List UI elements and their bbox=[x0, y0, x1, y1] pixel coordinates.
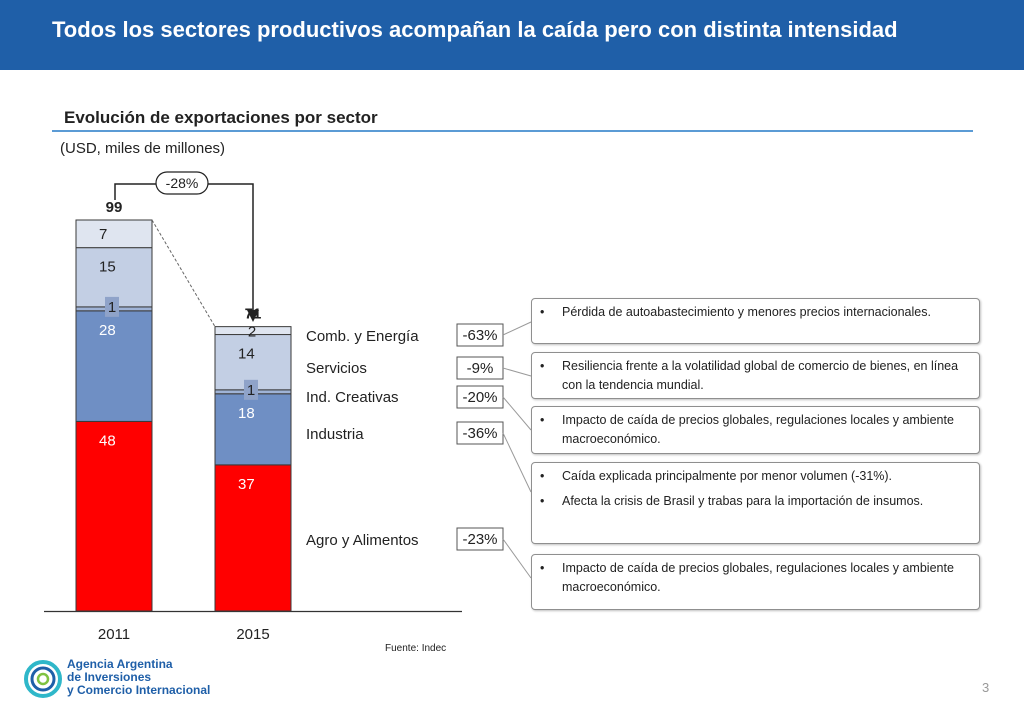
header-bar: Todos los sectores productivos acompañan… bbox=[0, 0, 1024, 70]
note-text: Pérdida de autoabastecimiento y menores … bbox=[562, 305, 931, 319]
category-label-2015: 2015 bbox=[236, 626, 269, 643]
bar-energia-2011 bbox=[75, 219, 153, 249]
change-label-agro: -23% bbox=[462, 531, 497, 548]
page-number: 3 bbox=[982, 680, 990, 695]
bullet-dot: • bbox=[540, 305, 545, 319]
slide-title: Todos los sectores productivos acompañan… bbox=[52, 17, 898, 42]
value-label-creativas-2011: 1 bbox=[108, 299, 116, 316]
note-text: Impacto de caída de precios globales, re… bbox=[562, 413, 954, 446]
value-label-industria-2015: 18 bbox=[238, 405, 255, 422]
note-connector-agro bbox=[502, 538, 532, 579]
logo-line-1: Agencia Argentina bbox=[67, 657, 173, 671]
note-bullet: • Pérdida de autoabastecimiento y menores… bbox=[540, 303, 971, 322]
note-bullet: • Caída explicada principalmente por meno… bbox=[540, 467, 971, 486]
note-connector-servicios bbox=[502, 367, 532, 377]
change-label-servicios: -9% bbox=[467, 360, 494, 377]
bar-industria-2011 bbox=[75, 310, 153, 422]
value-label-energia-2015: 2 bbox=[248, 324, 256, 341]
note-box-energia: • Pérdida de autoabastecimiento y menores… bbox=[531, 298, 980, 344]
legend-creativas: Ind. Creativas bbox=[306, 389, 399, 406]
section-divider bbox=[52, 130, 973, 132]
legend-industria: Industria bbox=[306, 426, 364, 443]
note-text: Afecta la crisis de Brasil y trabas para… bbox=[562, 494, 924, 508]
bullet-dot: • bbox=[540, 413, 545, 427]
note-text: Caída explicada principalmente por menor… bbox=[562, 469, 893, 483]
value-label-creativas-2015: 1 bbox=[247, 382, 255, 399]
bullet-dot: • bbox=[540, 359, 545, 373]
bar-agro-2015 bbox=[214, 464, 292, 612]
agency-logo: Agencia Argentina de Inversiones y Comer… bbox=[22, 656, 222, 702]
note-box-creativas: • Impacto de caída de precios globales, r… bbox=[531, 406, 980, 454]
note-box-industria: • Caída explicada principalmente por meno… bbox=[531, 462, 980, 544]
section-title: Evolución de exportaciones por sector bbox=[64, 108, 378, 127]
dashed-connector bbox=[151, 219, 216, 327]
agency-logo-icon bbox=[24, 660, 62, 698]
bullet-dot: • bbox=[540, 561, 545, 575]
value-label-servicios-2011: 15 bbox=[99, 259, 116, 276]
note-connector-industria bbox=[502, 432, 532, 493]
label-badge-creativas-2015 bbox=[244, 379, 258, 400]
change-label-creativas: -20% bbox=[462, 389, 497, 406]
note-text: Resiliencia frente a la volatilidad glob… bbox=[562, 359, 959, 392]
legend-agro: Agro y Alimentos bbox=[306, 532, 419, 549]
note-bullet: • Resiliencia frente a la volatilidad glo… bbox=[540, 357, 971, 395]
note-connector-creativas bbox=[502, 396, 532, 431]
logo-line-3: y Comercio Internacional bbox=[67, 683, 211, 697]
change-label-energia: -63% bbox=[462, 327, 497, 344]
total-change-label: -28% bbox=[166, 175, 199, 191]
note-bullet: • Afecta la crisis de Brasil y trabas par… bbox=[540, 492, 971, 511]
note-connector-energia bbox=[502, 321, 532, 336]
value-label-servicios-2015: 14 bbox=[238, 346, 255, 363]
bullet-dot: • bbox=[540, 469, 545, 483]
total-label-2011: 99 bbox=[106, 199, 123, 216]
legend-servicios: Servicios bbox=[306, 360, 367, 377]
value-label-agro-2015: 37 bbox=[238, 476, 255, 493]
label-badge-creativas-2011 bbox=[105, 296, 119, 317]
units-label: (USD, miles de millones) bbox=[60, 140, 226, 157]
value-label-agro-2011: 48 bbox=[99, 432, 116, 449]
note-bullet: • Impacto de caída de precios globales, r… bbox=[540, 411, 971, 449]
source-note: Fuente: Indec bbox=[385, 643, 447, 654]
note-box-servicios: • Resiliencia frente a la volatilidad glo… bbox=[531, 352, 980, 399]
bar-energia-2015 bbox=[214, 326, 292, 336]
category-label-2011: 2011 bbox=[98, 626, 130, 643]
value-label-energia-2011: 7 bbox=[99, 226, 107, 243]
bar-agro-2011 bbox=[75, 420, 153, 612]
legend-energia: Comb. y Energía bbox=[306, 328, 419, 345]
note-text: Impacto de caída de precios globales, re… bbox=[562, 561, 954, 594]
note-bullet: • Impacto de caída de precios globales, r… bbox=[540, 559, 971, 597]
bullet-dot: • bbox=[540, 494, 545, 508]
logo-line-2: de Inversiones bbox=[67, 670, 152, 684]
note-box-agro: • Impacto de caída de precios globales, r… bbox=[531, 554, 980, 610]
value-label-industria-2011: 28 bbox=[99, 322, 116, 339]
change-label-industria: -36% bbox=[462, 425, 497, 442]
bar-industria-2015 bbox=[214, 393, 292, 466]
total-change-pill bbox=[155, 171, 209, 195]
total-change-arrowhead bbox=[247, 310, 259, 322]
